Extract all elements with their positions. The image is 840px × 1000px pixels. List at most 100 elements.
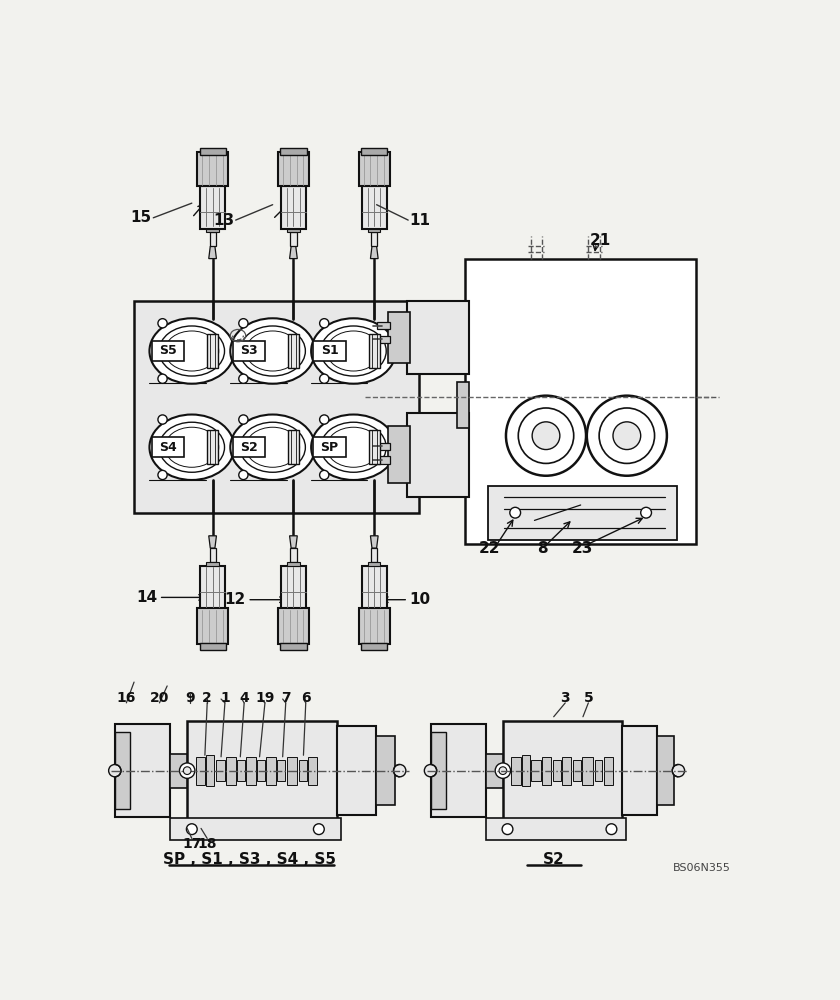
Bar [362, 566, 386, 609]
Bar [233, 437, 265, 457]
Text: 16: 16 [117, 690, 136, 704]
Polygon shape [290, 246, 297, 259]
Circle shape [518, 408, 574, 463]
Text: 11: 11 [410, 213, 431, 228]
Bar [488, 486, 677, 540]
Bar [209, 548, 216, 562]
Text: S2: S2 [240, 441, 258, 454]
Circle shape [320, 374, 329, 383]
Circle shape [239, 374, 248, 383]
Ellipse shape [230, 318, 315, 384]
Circle shape [496, 763, 511, 778]
Bar [595, 760, 602, 781]
Text: 5: 5 [584, 690, 593, 704]
Bar [458, 382, 469, 428]
Bar [288, 334, 299, 368]
Circle shape [672, 764, 685, 777]
Bar [486, 754, 503, 788]
Bar [368, 229, 381, 232]
Bar [465, 259, 696, 544]
Circle shape [641, 507, 652, 518]
Circle shape [613, 422, 641, 450]
Circle shape [158, 470, 167, 480]
Text: 13: 13 [213, 213, 234, 228]
Bar [407, 301, 469, 374]
Circle shape [606, 824, 617, 835]
Bar [313, 341, 346, 361]
Bar [237, 760, 245, 781]
Circle shape [506, 396, 586, 476]
Circle shape [180, 763, 195, 778]
Bar [207, 430, 218, 464]
Bar [152, 341, 184, 361]
Text: 10: 10 [410, 592, 431, 607]
Bar [287, 562, 300, 566]
Bar [486, 818, 626, 840]
Bar [622, 726, 657, 815]
Polygon shape [209, 536, 217, 548]
Bar [291, 232, 297, 246]
Circle shape [239, 415, 248, 424]
Circle shape [394, 764, 406, 777]
Bar [266, 757, 276, 785]
Bar [278, 152, 309, 186]
Bar [359, 152, 390, 186]
Bar [308, 757, 318, 785]
Text: S1: S1 [321, 344, 339, 358]
Bar [281, 566, 306, 609]
Bar [407, 413, 469, 497]
Bar [171, 818, 341, 840]
Bar [115, 732, 130, 809]
Bar [197, 608, 228, 644]
Bar [376, 443, 391, 450]
Ellipse shape [230, 415, 315, 480]
Ellipse shape [150, 415, 234, 480]
Bar [281, 186, 306, 229]
Circle shape [587, 396, 667, 476]
Text: S4: S4 [159, 441, 176, 454]
Bar [359, 608, 390, 644]
Bar [431, 724, 486, 817]
Bar [278, 608, 309, 644]
Bar [115, 724, 171, 817]
Bar [512, 757, 521, 785]
Circle shape [599, 408, 654, 463]
Text: 21: 21 [590, 233, 611, 248]
Bar [207, 229, 218, 232]
Circle shape [320, 415, 329, 424]
Bar [216, 760, 225, 781]
Text: 7: 7 [281, 690, 291, 704]
Text: S3: S3 [240, 344, 258, 358]
Circle shape [499, 767, 507, 774]
Text: 22: 22 [478, 541, 500, 556]
Bar [313, 437, 346, 457]
Bar [288, 430, 299, 464]
Bar [562, 757, 571, 785]
Bar [209, 232, 216, 246]
Circle shape [158, 319, 167, 328]
Bar [368, 562, 381, 566]
Text: 15: 15 [131, 210, 152, 225]
Text: 8: 8 [537, 541, 548, 556]
Bar [361, 643, 387, 650]
Bar [207, 755, 214, 786]
Bar [233, 341, 265, 361]
Circle shape [158, 374, 167, 383]
Text: 3: 3 [560, 690, 570, 704]
Bar [277, 760, 285, 781]
Text: S2: S2 [543, 852, 564, 867]
Bar [388, 312, 410, 363]
Text: 12: 12 [224, 592, 246, 607]
Circle shape [320, 319, 329, 328]
Bar [200, 186, 225, 229]
Bar [369, 334, 380, 368]
Text: 17: 17 [182, 837, 202, 851]
Circle shape [108, 764, 121, 777]
Text: S5: S5 [159, 344, 176, 358]
Bar [375, 736, 395, 805]
Circle shape [539, 490, 553, 504]
Bar [152, 437, 184, 457]
Circle shape [239, 470, 248, 480]
Bar [187, 721, 338, 821]
Bar [286, 757, 297, 785]
